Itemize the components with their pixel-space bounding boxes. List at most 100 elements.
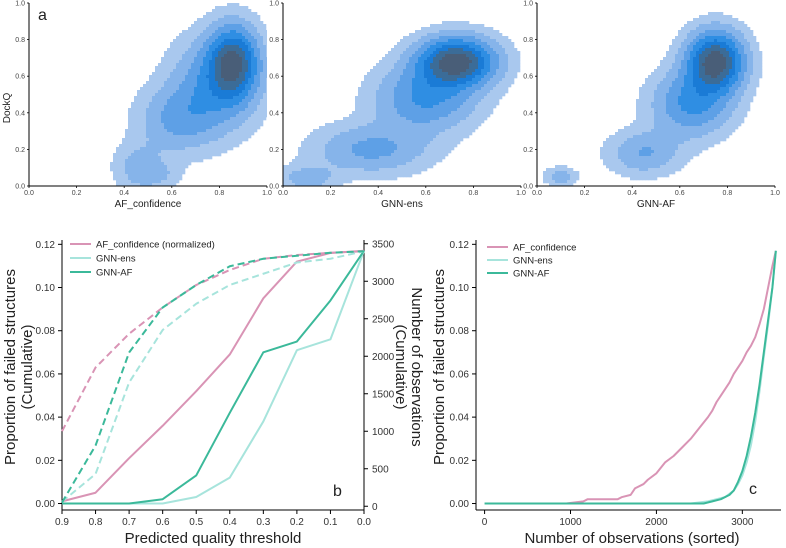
density-cell <box>439 78 443 82</box>
density-cell <box>212 18 216 22</box>
density-cell <box>206 12 210 16</box>
density-cell <box>257 15 261 19</box>
density-cell <box>436 30 440 34</box>
density-cell <box>466 90 470 94</box>
density-cell <box>218 126 222 130</box>
density-cell <box>406 171 410 175</box>
density-cell <box>349 180 353 184</box>
density-cell <box>454 99 458 103</box>
density-cell <box>194 129 198 133</box>
density-cell <box>472 33 476 37</box>
density-cell <box>708 63 712 67</box>
density-cell <box>445 75 449 79</box>
density-cell <box>484 105 488 109</box>
density-cell <box>194 81 198 85</box>
density-cell <box>206 39 210 43</box>
density-cell <box>717 18 721 22</box>
density-cell <box>170 48 174 52</box>
density-cell <box>248 9 252 13</box>
density-cell <box>316 177 320 181</box>
density-cell <box>735 39 739 43</box>
density-cell <box>215 129 219 133</box>
density-cell <box>397 114 401 118</box>
density-cell <box>490 63 494 67</box>
density-cell <box>388 147 392 151</box>
density-cell <box>708 27 712 31</box>
density-cell <box>158 129 162 133</box>
density-cell <box>714 45 718 49</box>
density-cell <box>245 132 249 136</box>
density-cell <box>167 54 171 58</box>
density-cell <box>448 21 452 25</box>
density-cell <box>143 180 147 184</box>
density-cell <box>182 150 186 154</box>
density-cell <box>451 141 455 145</box>
density-cell <box>442 102 446 106</box>
density-cell <box>179 135 183 139</box>
density-cell <box>236 3 240 7</box>
density-cell <box>215 93 219 97</box>
density-cell <box>696 42 700 46</box>
density-cell <box>376 132 380 136</box>
density-cell <box>218 36 222 40</box>
density-cell <box>400 168 404 172</box>
density-cell <box>388 168 392 172</box>
density-cell <box>400 66 404 70</box>
density-cell <box>424 144 428 148</box>
density-cell <box>140 132 144 136</box>
density-cell <box>726 57 730 61</box>
density-cell <box>203 21 207 25</box>
density-cell <box>397 135 401 139</box>
density-cell <box>451 69 455 73</box>
density-cell <box>397 45 401 49</box>
density-cell <box>209 138 213 142</box>
density-cell <box>209 93 213 97</box>
density-cell <box>283 168 287 172</box>
density-cell <box>687 30 691 34</box>
density-cell <box>496 51 500 55</box>
density-cell <box>325 147 329 151</box>
density-cell <box>239 60 243 64</box>
density-cell <box>430 111 434 115</box>
density-cell <box>221 81 225 85</box>
density-cell <box>212 42 216 46</box>
density-cell <box>460 24 464 28</box>
density-cell <box>167 60 171 64</box>
density-cell <box>349 129 353 133</box>
density-cell <box>233 63 237 67</box>
density-cell <box>466 30 470 34</box>
density-cell <box>481 96 485 100</box>
density-cell <box>505 57 509 61</box>
density-cell <box>125 156 129 160</box>
density-cell <box>472 120 476 124</box>
density-cell <box>373 117 377 121</box>
density-cell <box>421 111 425 115</box>
density-cell <box>415 87 419 91</box>
density-cell <box>236 117 240 121</box>
density-cell <box>445 153 449 157</box>
density-cell <box>427 117 431 121</box>
density-cell <box>266 63 267 67</box>
density-cell <box>376 66 380 70</box>
density-cell <box>400 120 404 124</box>
density-cell <box>203 102 207 106</box>
density-cell <box>430 36 434 40</box>
density-cell <box>179 36 183 40</box>
density-cell <box>394 126 398 130</box>
density-cell <box>143 120 147 124</box>
density-cell <box>227 72 231 76</box>
density-cell <box>239 102 243 106</box>
density-cell <box>493 42 497 46</box>
density-cell <box>245 135 249 139</box>
density-cell <box>140 162 144 166</box>
density-cell <box>403 132 407 136</box>
density-cell <box>460 63 464 67</box>
density-cell <box>328 168 332 172</box>
density-cell <box>304 168 308 172</box>
density-cell <box>684 51 688 55</box>
density-cell <box>436 81 440 85</box>
density-cell <box>723 48 727 52</box>
density-cell <box>227 48 231 52</box>
density-cell <box>442 48 446 52</box>
density-cell <box>418 171 422 175</box>
